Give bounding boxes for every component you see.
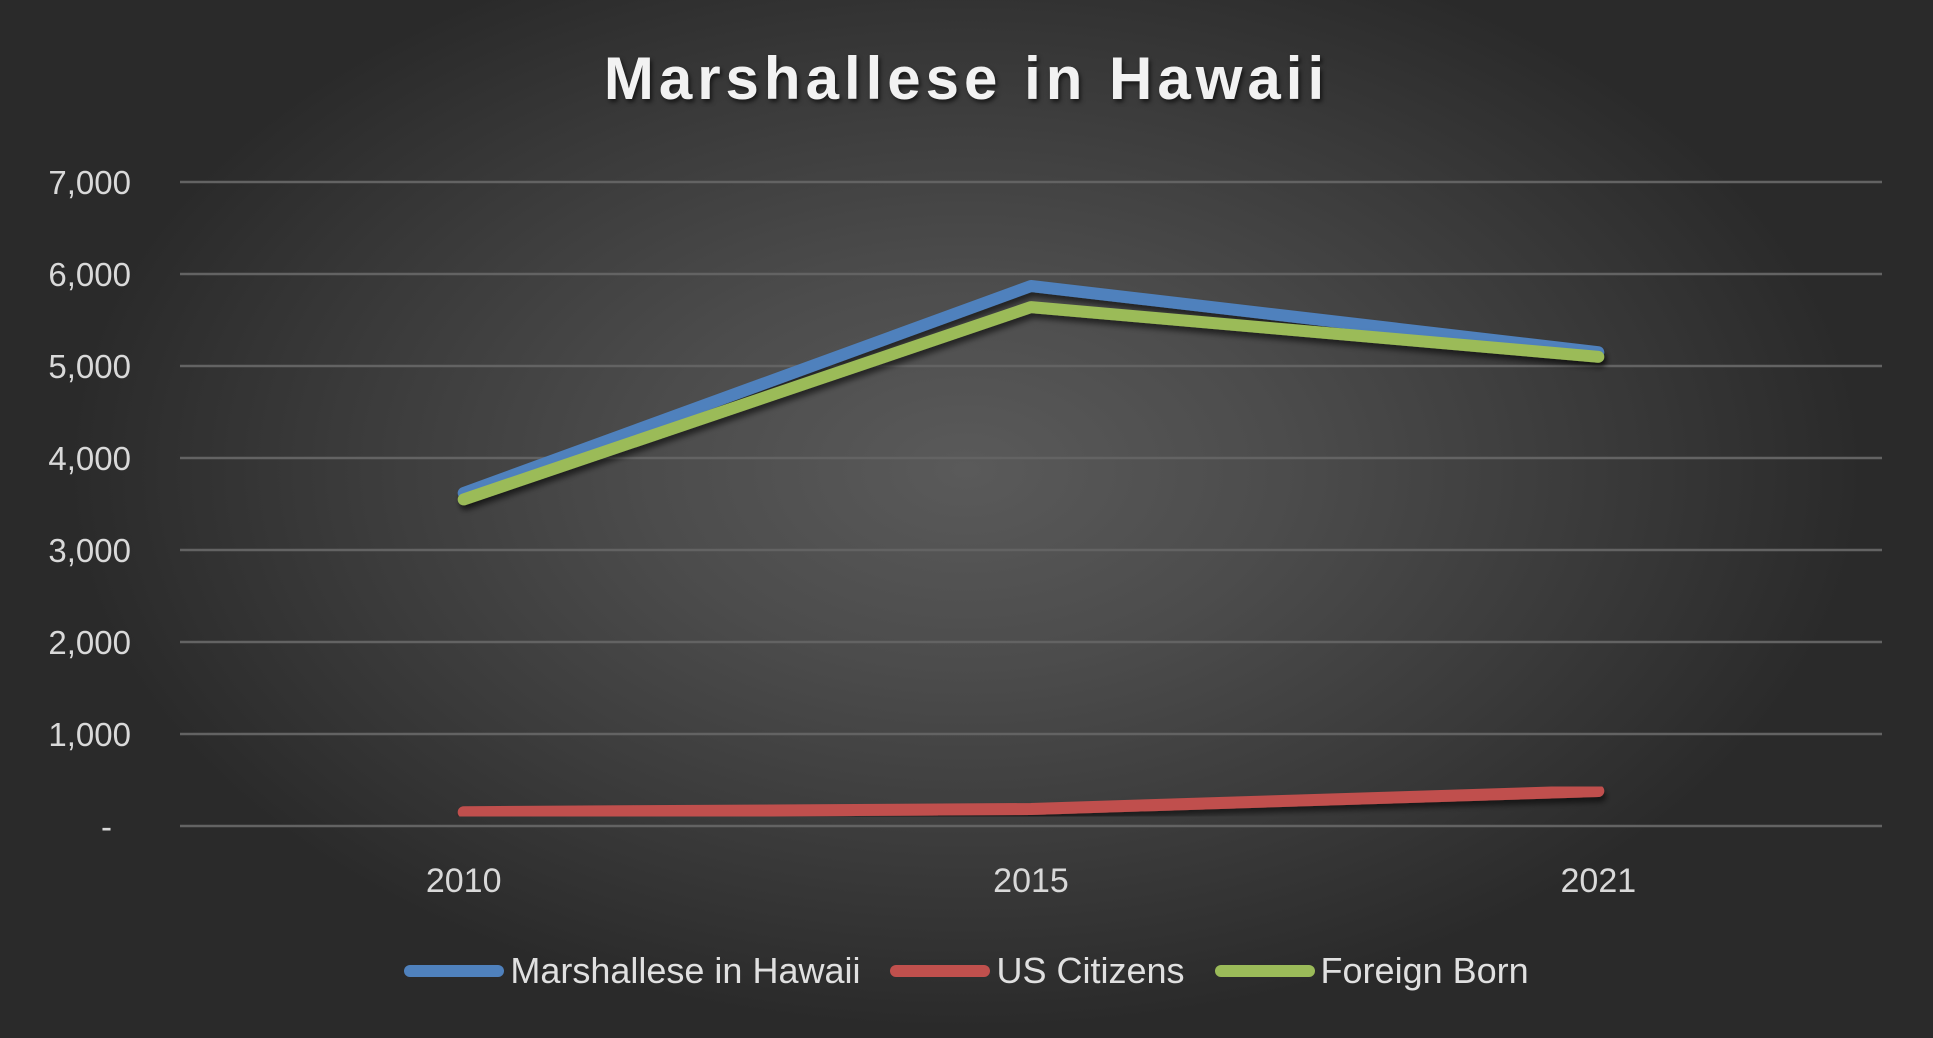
chart-title: Marshallese in Hawaii [603, 45, 1330, 112]
legend-swatch-green [1214, 965, 1315, 977]
legend-item-marshallese[interactable]: Marshallese in Hawaii [404, 950, 860, 992]
y-tick-label: 4,000 [48, 440, 131, 477]
y-tick-label: 3,000 [48, 532, 131, 569]
x-tick-label: 2021 [1561, 862, 1637, 900]
y-tick-label: 2,000 [48, 624, 131, 661]
legend-label: US Citizens [996, 950, 1185, 991]
x-tick-label: 2010 [426, 862, 502, 900]
y-axis-ticks: 7,000 6,000 5,000 4,000 3,000 2,000 1,000 - [48, 164, 131, 845]
x-tick-label: 2015 [993, 862, 1069, 900]
y-tick-label: 1,000 [48, 716, 131, 753]
series-lines [457, 280, 1605, 819]
legend-label: Foreign Born [1320, 950, 1529, 991]
y-tick-label: - [101, 808, 112, 845]
series-line-us-citizens[interactable] [457, 785, 1605, 819]
legend-swatch-blue [404, 965, 505, 977]
legend-item-foreign-born[interactable]: Foreign Born [1214, 950, 1529, 992]
series-line-foreign-born[interactable] [457, 301, 1605, 506]
y-tick-label: 7,000 [48, 164, 131, 201]
gridlines [180, 180, 1882, 828]
legend-swatch-red [890, 965, 991, 977]
legend-label: Marshallese in Hawaii [510, 950, 861, 991]
y-tick-label: 6,000 [48, 256, 131, 293]
legend-item-us-citizens[interactable]: US Citizens [890, 950, 1185, 992]
series-line-marshallese-in-hawaii[interactable] [457, 280, 1605, 499]
x-axis-ticks: 2010 2015 2021 [426, 862, 1636, 900]
legend: Marshallese in Hawaii US Citizens Foreig… [0, 950, 1933, 992]
y-tick-label: 5,000 [48, 348, 131, 385]
